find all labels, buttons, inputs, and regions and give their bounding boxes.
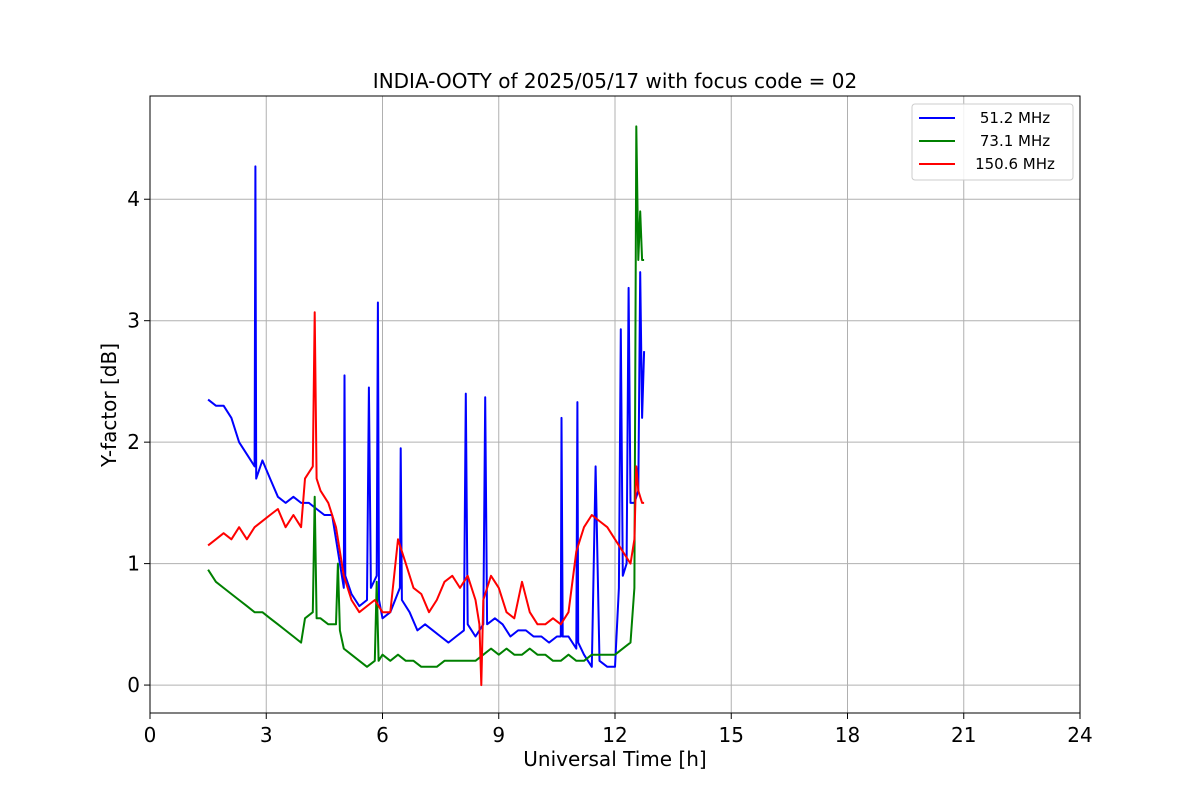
series-layer — [207, 125, 646, 687]
legend-label: 73.1 MHz — [980, 132, 1050, 150]
y-tick-label: 4 — [127, 187, 140, 211]
legend: 51.2 MHz 73.1 MHz 150.6 MHz — [911, 103, 1074, 181]
x-axis-label: Universal Time [h] — [523, 747, 706, 771]
y-axis-label: Y-factor [dB] — [97, 343, 121, 468]
legend-label: 150.6 MHz — [975, 155, 1055, 173]
x-tick-label: 18 — [835, 723, 860, 747]
x-tick-label: 0 — [144, 723, 157, 747]
y-tick-label: 0 — [127, 673, 140, 697]
y-tick-label: 3 — [127, 309, 140, 333]
chart-title: INDIA-OOTY of 2025/05/17 with focus code… — [373, 69, 857, 93]
legend-label: 51.2 MHz — [980, 109, 1050, 127]
x-tick-label: 9 — [492, 723, 505, 747]
x-tick-label: 21 — [951, 723, 976, 747]
y-tick-label: 1 — [127, 552, 140, 576]
y-tick-label: 2 — [127, 430, 140, 454]
x-tick-label: 15 — [719, 723, 744, 747]
x-tick-label: 3 — [260, 723, 273, 747]
series-line-150-6-mhz — [207, 311, 645, 687]
series-line-51-2-mhz — [207, 165, 646, 668]
x-tick-label: 6 — [376, 723, 389, 747]
x-tick-label: 12 — [602, 723, 627, 747]
series-line-73-1-mhz — [207, 125, 645, 668]
legend-box — [911, 103, 1074, 181]
x-tick-label: 24 — [1067, 723, 1092, 747]
